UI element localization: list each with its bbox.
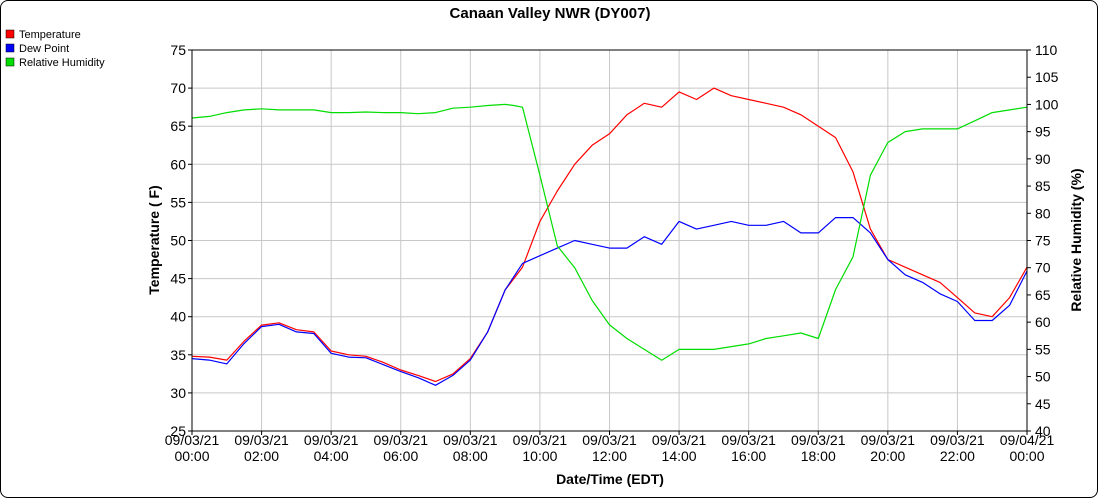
- y-tick-label: 60: [170, 156, 186, 172]
- x-tick-date: 09/03/21: [652, 432, 707, 448]
- y-axis-right: 40 45 50 55 60 65 70 75 80 85 90 95 100 105 110: [1027, 42, 1059, 439]
- y2-tick-label: 105: [1035, 69, 1059, 85]
- x-tick-time: 00:00: [1009, 448, 1044, 464]
- x-tick-date: 09/03/21: [582, 432, 637, 448]
- series-layer: [191, 87, 1028, 386]
- y2-tick-label: 60: [1035, 314, 1051, 330]
- legend-label-temperature: Temperature: [19, 29, 81, 41]
- y2-tick-label: 50: [1035, 369, 1051, 385]
- x-tick-date: 09/03/21: [443, 432, 498, 448]
- x-tick-time: 18:00: [801, 448, 836, 464]
- y2-tick-label: 70: [1035, 260, 1051, 276]
- x-tick-date: 09/03/21: [930, 432, 985, 448]
- y-tick-label: 50: [170, 233, 186, 249]
- legend-swatch-temperature: [5, 29, 15, 39]
- y-tick-label: 55: [170, 194, 186, 210]
- y2-axis-title: Relative Humidity (%): [1068, 168, 1084, 311]
- x-axis-title: Date/Time (EDT): [556, 471, 664, 487]
- legend-item-relative-humidity: Relative Humidity: [5, 57, 105, 69]
- legend-item-temperature: Temperature: [5, 29, 81, 41]
- y2-tick-label: 85: [1035, 178, 1051, 194]
- y2-tick-label: 80: [1035, 205, 1051, 221]
- legend-label-dew-point: Dew Point: [19, 43, 69, 55]
- chart-title: Canaan Valley NWR (DY007): [450, 5, 651, 22]
- y-tick-label: 45: [170, 271, 186, 287]
- x-tick-time: 08:00: [453, 448, 488, 464]
- y2-tick-label: 75: [1035, 233, 1051, 249]
- legend-item-dew-point: Dew Point: [5, 43, 69, 55]
- x-tick-date: 09/03/21: [165, 432, 220, 448]
- x-tick-time: 04:00: [314, 448, 349, 464]
- x-tick-time: 10:00: [522, 448, 557, 464]
- x-tick-date: 09/03/21: [513, 432, 568, 448]
- x-tick-time: 14:00: [662, 448, 697, 464]
- y2-tick-label: 65: [1035, 287, 1051, 303]
- x-tick-time: 22:00: [940, 448, 975, 464]
- x-tick-time: 12:00: [592, 448, 627, 464]
- x-tick-date: 09/03/21: [721, 432, 776, 448]
- y2-tick-label: 100: [1035, 96, 1059, 112]
- y-tick-label: 65: [170, 118, 186, 134]
- x-tick-date: 09/03/21: [791, 432, 846, 448]
- y2-tick-label: 55: [1035, 341, 1051, 357]
- y2-tick-label: 40: [1035, 423, 1051, 439]
- legend-swatch-dew-point: [5, 43, 15, 53]
- grid: [191, 49, 1028, 432]
- legend-swatch-relative-humidity: [5, 57, 15, 67]
- y2-tick-label: 45: [1035, 396, 1051, 412]
- y-tick-label: 35: [170, 347, 186, 363]
- y-tick-label: 30: [170, 385, 186, 401]
- y-tick-label: 70: [170, 80, 186, 96]
- legend-label-relative-humidity: Relative Humidity: [19, 57, 105, 69]
- x-axis: 09/03/2100:0009/03/2102:0009/03/2104:000…: [165, 431, 1055, 464]
- y2-tick-label: 90: [1035, 151, 1051, 167]
- x-tick-date: 09/03/21: [374, 432, 429, 448]
- x-tick-time: 02:00: [244, 448, 279, 464]
- x-tick-date: 09/04/21: [1000, 432, 1055, 448]
- legend: Temperature Dew Point Relative Humidity: [5, 29, 105, 69]
- x-tick-time: 06:00: [383, 448, 418, 464]
- x-tick-time: 20:00: [870, 448, 905, 464]
- y-tick-label: 25: [170, 423, 186, 439]
- y2-tick-label: 95: [1035, 124, 1051, 140]
- y-tick-label: 40: [170, 309, 186, 325]
- y-axis-left: 25 30 35 40 45 50 55 60 65 70 75: [170, 42, 192, 439]
- x-tick-date: 09/03/21: [304, 432, 359, 448]
- y2-tick-label: 110: [1035, 42, 1058, 58]
- x-tick-date: 09/03/21: [234, 432, 289, 448]
- x-tick-date: 09/03/21: [861, 432, 916, 448]
- y-axis-title: Temperature ( F): [146, 185, 162, 294]
- x-tick-time: 00:00: [174, 448, 209, 464]
- series-dew-point-line: [191, 217, 1028, 386]
- x-tick-time: 16:00: [731, 448, 766, 464]
- series-relative-humidity-line: [191, 103, 1028, 361]
- y-tick-label: 75: [170, 42, 186, 58]
